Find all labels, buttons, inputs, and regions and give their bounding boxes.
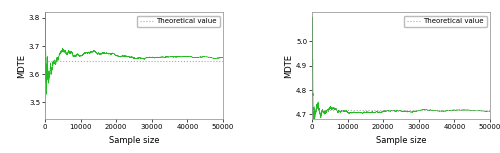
Legend: Theoretical value: Theoretical value bbox=[404, 16, 486, 27]
Y-axis label: MDTE: MDTE bbox=[284, 54, 293, 78]
X-axis label: Sample size: Sample size bbox=[376, 136, 426, 145]
Theoretical value bbox=[42, 60, 48, 62]
Legend: Theoretical value: Theoretical value bbox=[137, 16, 220, 27]
X-axis label: Sample size: Sample size bbox=[109, 136, 159, 145]
Theoretical value bbox=[42, 60, 48, 62]
Y-axis label: MDTE: MDTE bbox=[17, 54, 26, 78]
Theoretical value bbox=[309, 109, 315, 111]
Theoretical value bbox=[309, 109, 315, 111]
